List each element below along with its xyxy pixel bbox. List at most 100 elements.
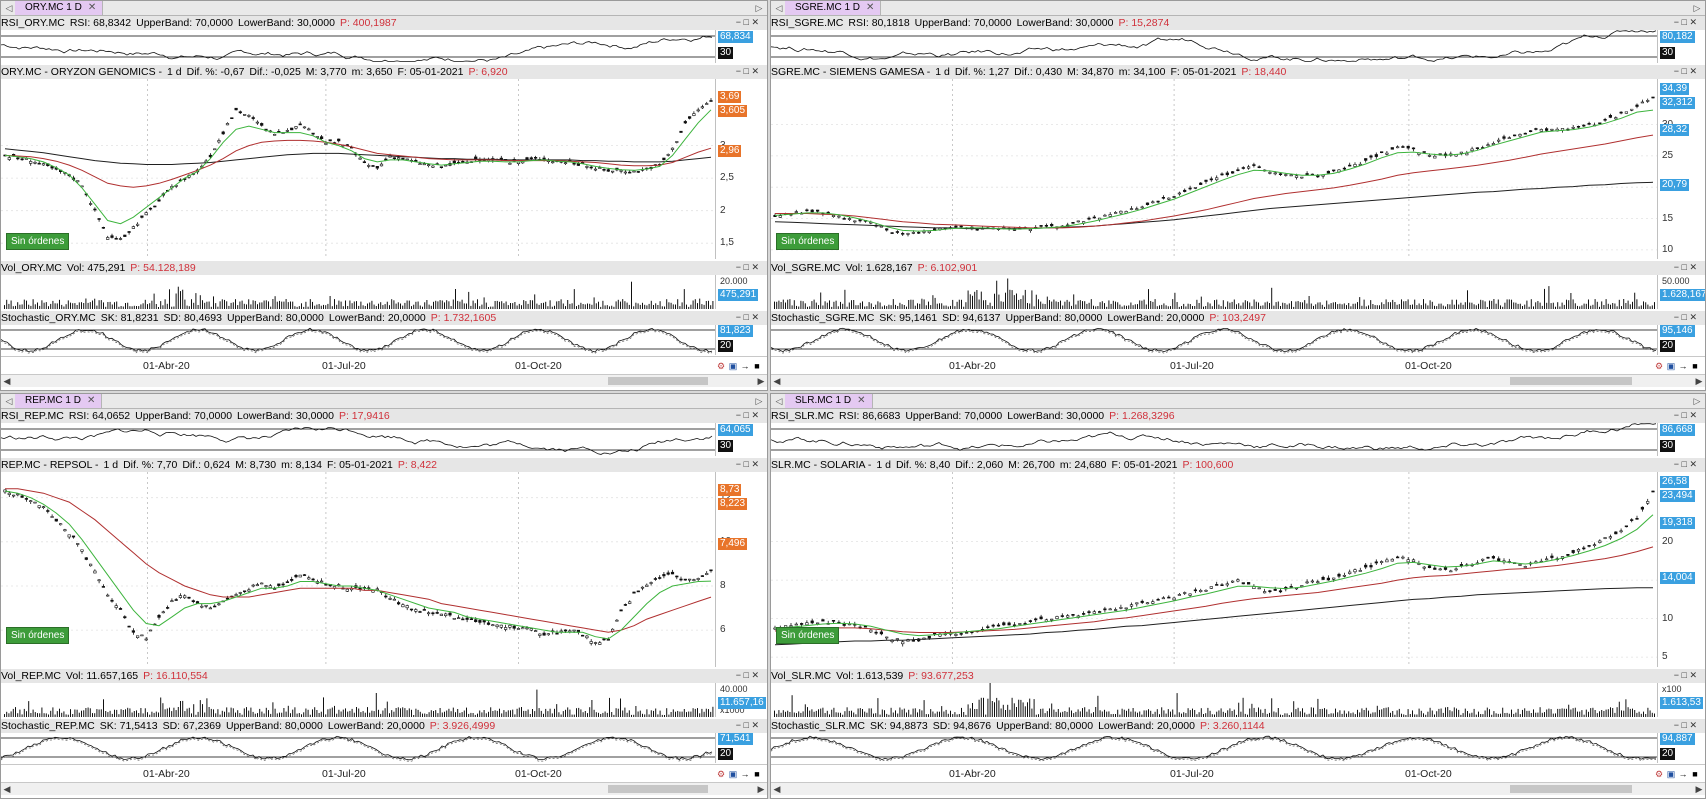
pane-window-controls[interactable]: − □ ✕ bbox=[1673, 720, 1697, 730]
price-dif-pct: Dif. %: 1,27 bbox=[954, 66, 1010, 78]
save-icon[interactable]: ▣ bbox=[728, 361, 738, 371]
candle bbox=[1539, 558, 1543, 563]
pin-icon[interactable]: → bbox=[740, 361, 750, 371]
pane-window-controls[interactable]: − □ ✕ bbox=[735, 312, 759, 322]
chart-pane-slr[interactable]: ◁ SLR.MC 1 D ✕ ▷ RSI_SLR.MC RSI: 86,6683 Upper… bbox=[770, 393, 1706, 799]
volume-bar bbox=[292, 709, 294, 717]
volume-bar bbox=[492, 306, 494, 309]
fill-square-icon[interactable]: ■ bbox=[1692, 361, 1698, 371]
nav-left-icon[interactable]: ◁ bbox=[5, 396, 13, 406]
scroll-right-icon[interactable]: ▶ bbox=[757, 376, 765, 386]
fill-square-icon[interactable]: ■ bbox=[754, 769, 760, 779]
scrollbar-thumb[interactable] bbox=[608, 785, 708, 793]
horizontal-scrollbar[interactable]: ◀ ▶ bbox=[1, 374, 767, 387]
volume-bar bbox=[582, 304, 584, 309]
no-orders-badge[interactable]: Sin órdenes bbox=[776, 233, 840, 250]
volume-subchart[interactable]: 20.000 475,291 bbox=[1, 275, 767, 309]
horizontal-scrollbar[interactable]: ◀ ▶ bbox=[771, 374, 1705, 387]
pane-window-controls[interactable]: − □ ✕ bbox=[1673, 66, 1697, 76]
close-tab-icon[interactable]: ✕ bbox=[866, 2, 875, 13]
nav-left-icon[interactable]: ◁ bbox=[775, 3, 783, 13]
save-icon[interactable]: ▣ bbox=[728, 769, 738, 779]
nav-right-icon[interactable]: ▷ bbox=[755, 3, 763, 13]
save-icon[interactable]: ▣ bbox=[1666, 361, 1676, 371]
no-orders-badge[interactable]: Sin órdenes bbox=[6, 233, 70, 250]
chart-pane-rep[interactable]: ◁ REP.MC 1 D ✕ ▷ RSI_REP.MC RSI: 64,0652 Upper… bbox=[0, 393, 768, 799]
rsi-subchart[interactable]: 64,065 30 bbox=[1, 423, 767, 456]
pin-icon[interactable]: → bbox=[740, 769, 750, 779]
close-tab-icon[interactable]: ✕ bbox=[86, 395, 96, 406]
stochastic-subchart[interactable]: 95,146 20 bbox=[771, 325, 1705, 355]
chart-pane-sgre[interactable]: ◁ SGRE.MC 1 D ✕ ▷ RSI_SGRE.MC RSI: 80,1818 Upp… bbox=[770, 0, 1706, 391]
scroll-left-icon[interactable]: ◀ bbox=[3, 376, 11, 386]
rsi-subchart[interactable]: 86,668 30 bbox=[771, 423, 1705, 456]
volume-bar bbox=[151, 711, 153, 717]
scrollbar-thumb[interactable] bbox=[1510, 785, 1632, 793]
fill-square-icon[interactable]: ■ bbox=[754, 361, 760, 371]
nav-right-icon[interactable]: ▷ bbox=[1693, 3, 1701, 13]
horizontal-scrollbar[interactable]: ◀ ▶ bbox=[1, 782, 767, 795]
x-axis: 01-Abr-20 01-Jul-20 01-Oct-20 ⚙ ▣ → ■ bbox=[1, 356, 767, 375]
no-orders-badge[interactable]: Sin órdenes bbox=[6, 627, 70, 644]
chart-settings-icon[interactable]: ⚙ bbox=[716, 769, 726, 779]
pane-window-controls[interactable]: − □ ✕ bbox=[735, 410, 759, 420]
rsi-subchart[interactable]: 68,834 30 bbox=[1, 30, 767, 63]
scroll-left-icon[interactable]: ◀ bbox=[3, 784, 11, 794]
pane-window-controls[interactable]: − □ ✕ bbox=[1673, 410, 1697, 420]
pane-window-controls[interactable]: − □ ✕ bbox=[735, 459, 759, 469]
volume-bar bbox=[1317, 302, 1319, 309]
scrollbar-thumb[interactable] bbox=[1510, 377, 1632, 385]
nav-right-icon[interactable]: ▷ bbox=[1693, 396, 1701, 406]
stochastic-subchart[interactable]: 94,887 20 bbox=[771, 733, 1705, 763]
scrollbar-thumb[interactable] bbox=[608, 377, 708, 385]
pane-window-controls[interactable]: − □ ✕ bbox=[1673, 312, 1697, 322]
volume-subchart[interactable]: x100 1.613,53 bbox=[771, 683, 1705, 717]
pane-window-controls[interactable]: − □ ✕ bbox=[1673, 459, 1697, 469]
pane-window-controls[interactable]: − □ ✕ bbox=[735, 66, 759, 76]
save-icon[interactable]: ▣ bbox=[1666, 769, 1676, 779]
horizontal-scrollbar[interactable]: ◀ ▶ bbox=[771, 782, 1705, 795]
rsi-subchart[interactable]: 80,182 30 bbox=[771, 30, 1705, 63]
pane-window-controls[interactable]: − □ ✕ bbox=[1673, 262, 1697, 272]
tab-ory[interactable]: ORY.MC 1 D ✕ bbox=[15, 1, 104, 15]
chart-settings-icon[interactable]: ⚙ bbox=[1654, 361, 1664, 371]
no-orders-badge[interactable]: Sin órdenes bbox=[776, 627, 840, 644]
pane-window-controls[interactable]: − □ ✕ bbox=[735, 670, 759, 680]
volume-bar bbox=[1060, 712, 1061, 717]
volume-bar bbox=[1126, 305, 1127, 309]
scroll-left-icon[interactable]: ◀ bbox=[773, 376, 781, 386]
stochastic-subchart[interactable]: 81,823 20 bbox=[1, 325, 767, 355]
price-min: m: 3,650 bbox=[351, 66, 393, 78]
volume-subchart[interactable]: 40.000 x1000 11.657,16 bbox=[1, 683, 767, 717]
chart-pane-ory[interactable]: ◁ ORY.MC 1 D ✕ ▷ RSI_ORY.MC RSI: 68,8342 Upper… bbox=[0, 0, 768, 391]
volume-subchart[interactable]: 50.000 1.628,167 bbox=[771, 275, 1705, 309]
nav-left-icon[interactable]: ◁ bbox=[5, 3, 13, 13]
tab-slr[interactable]: SLR.MC 1 D ✕ bbox=[785, 394, 873, 408]
pane-window-controls[interactable]: − □ ✕ bbox=[735, 720, 759, 730]
close-tab-icon[interactable]: ✕ bbox=[87, 2, 97, 13]
chart-settings-icon[interactable]: ⚙ bbox=[1654, 769, 1664, 779]
chart-settings-icon[interactable]: ⚙ bbox=[716, 361, 726, 371]
stochastic-subchart[interactable]: 71,541 20 bbox=[1, 733, 767, 763]
fill-square-icon[interactable]: ■ bbox=[1692, 769, 1698, 779]
nav-left-icon[interactable]: ◁ bbox=[775, 396, 783, 406]
scroll-right-icon[interactable]: ▶ bbox=[757, 784, 765, 794]
scroll-right-icon[interactable]: ▶ bbox=[1695, 784, 1703, 794]
pin-icon[interactable]: → bbox=[1678, 769, 1688, 779]
close-tab-icon[interactable]: ✕ bbox=[857, 395, 866, 406]
volume-bar bbox=[468, 713, 470, 717]
pane-window-controls[interactable]: − □ ✕ bbox=[735, 262, 759, 272]
tab-sgre[interactable]: SGRE.MC 1 D ✕ bbox=[785, 1, 882, 15]
pane-window-controls[interactable]: − □ ✕ bbox=[1673, 670, 1697, 680]
scroll-right-icon[interactable]: ▶ bbox=[1695, 376, 1703, 386]
nav-right-icon[interactable]: ▷ bbox=[755, 396, 763, 406]
tab-rep[interactable]: REP.MC 1 D ✕ bbox=[15, 394, 103, 408]
pin-icon[interactable]: → bbox=[1678, 361, 1688, 371]
scroll-left-icon[interactable]: ◀ bbox=[773, 784, 781, 794]
pane-window-controls[interactable]: − □ ✕ bbox=[735, 17, 759, 27]
pane-window-controls[interactable]: − □ ✕ bbox=[1673, 17, 1697, 27]
